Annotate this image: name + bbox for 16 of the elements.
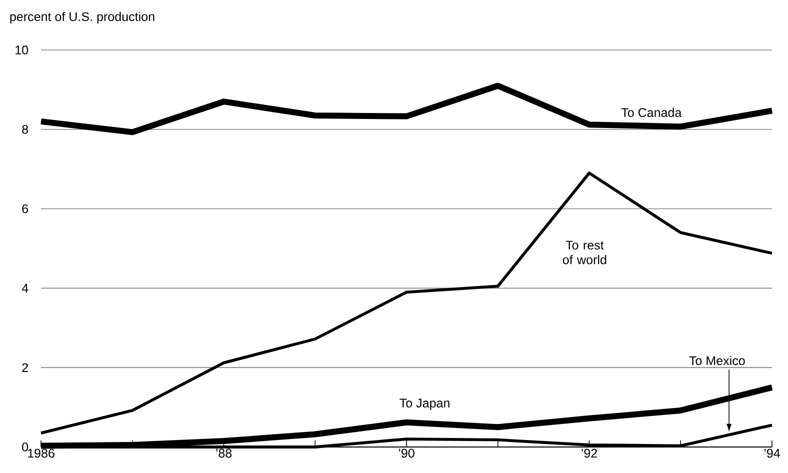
- x-tick-label: ’92: [582, 448, 597, 458]
- y-tick-label: 0: [22, 442, 28, 452]
- x-tick-label: ’90: [398, 448, 414, 458]
- text: To Mexico: [689, 356, 745, 366]
- x-tick-label: ’88: [216, 448, 232, 458]
- series-label: To Canada: [621, 108, 682, 118]
- series-label: To Japan: [400, 398, 450, 410]
- y-tick-label: 2: [22, 363, 28, 372]
- series-label: To rest of world: [562, 240, 606, 264]
- x-tick-label: 1986: [28, 448, 54, 458]
- y-axis-title: percent of U.S. production: [10, 12, 154, 24]
- x-tick-label: ’94: [764, 448, 780, 458]
- y-tick-label: 4: [22, 284, 28, 292]
- y-tick-label: 8: [22, 124, 28, 134]
- y-tick-label: 10: [16, 46, 28, 54]
- y-tick-label: 6: [22, 204, 28, 214]
